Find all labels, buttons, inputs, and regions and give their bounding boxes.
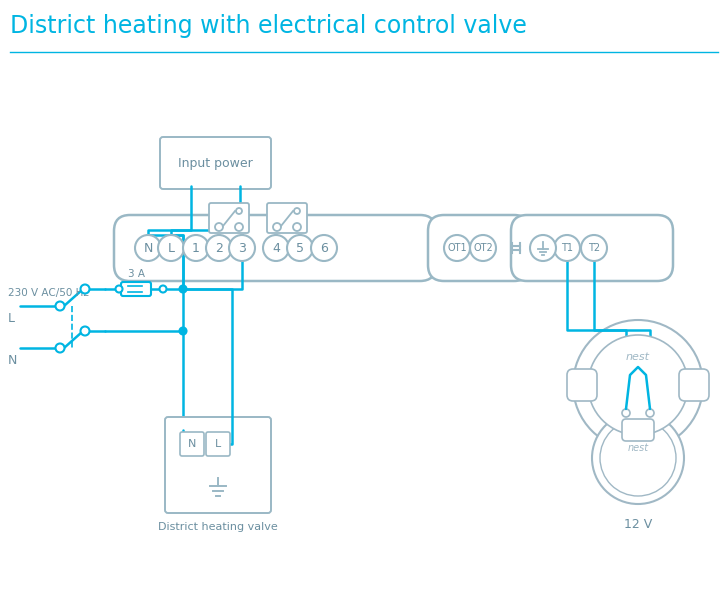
Circle shape (273, 223, 281, 231)
Circle shape (311, 235, 337, 261)
Text: N: N (143, 242, 153, 254)
Text: District heating with electrical control valve: District heating with electrical control… (10, 14, 527, 38)
Circle shape (646, 409, 654, 417)
Circle shape (206, 235, 232, 261)
FancyBboxPatch shape (114, 215, 436, 281)
FancyBboxPatch shape (622, 419, 654, 441)
Text: Input power: Input power (178, 156, 253, 169)
FancyBboxPatch shape (511, 215, 673, 281)
Text: 3 A: 3 A (127, 269, 144, 279)
Circle shape (588, 335, 688, 435)
Text: 230 V AC/50 Hz: 230 V AC/50 Hz (8, 288, 89, 298)
Circle shape (235, 223, 243, 231)
Circle shape (581, 235, 607, 261)
Text: OT2: OT2 (473, 243, 493, 253)
Text: OT1: OT1 (447, 243, 467, 253)
Circle shape (55, 302, 65, 311)
Circle shape (135, 235, 161, 261)
FancyBboxPatch shape (180, 432, 204, 456)
Text: 3: 3 (238, 242, 246, 254)
Circle shape (55, 343, 65, 352)
Text: 12 V: 12 V (624, 518, 652, 531)
Circle shape (215, 223, 223, 231)
Text: 6: 6 (320, 242, 328, 254)
Circle shape (592, 412, 684, 504)
Circle shape (554, 235, 580, 261)
Circle shape (180, 327, 186, 334)
Circle shape (294, 208, 300, 214)
FancyBboxPatch shape (206, 432, 230, 456)
FancyBboxPatch shape (679, 369, 709, 401)
Circle shape (159, 286, 167, 292)
Text: T2: T2 (588, 243, 600, 253)
Circle shape (229, 235, 255, 261)
Text: 1: 1 (192, 242, 200, 254)
Text: District heating valve: District heating valve (158, 522, 278, 532)
Text: T1: T1 (561, 243, 573, 253)
Circle shape (573, 320, 703, 450)
Text: L: L (215, 439, 221, 449)
Text: nest: nest (626, 352, 650, 362)
Circle shape (180, 286, 186, 292)
FancyBboxPatch shape (165, 417, 271, 513)
Circle shape (183, 235, 209, 261)
Circle shape (81, 285, 90, 293)
Text: 4: 4 (272, 242, 280, 254)
Circle shape (622, 409, 630, 417)
Circle shape (600, 420, 676, 496)
Text: nest: nest (628, 443, 649, 453)
Circle shape (444, 235, 470, 261)
FancyBboxPatch shape (428, 215, 530, 281)
Text: 2: 2 (215, 242, 223, 254)
Circle shape (158, 235, 184, 261)
Circle shape (81, 327, 90, 336)
Circle shape (263, 235, 289, 261)
Circle shape (287, 235, 313, 261)
FancyBboxPatch shape (209, 203, 249, 233)
Text: N: N (8, 353, 17, 366)
Text: 5: 5 (296, 242, 304, 254)
Circle shape (530, 235, 556, 261)
FancyBboxPatch shape (160, 137, 271, 189)
FancyBboxPatch shape (121, 282, 151, 296)
Text: L: L (8, 311, 15, 324)
FancyBboxPatch shape (267, 203, 307, 233)
Circle shape (116, 286, 122, 292)
Text: N: N (188, 439, 196, 449)
Text: L: L (167, 242, 175, 254)
Circle shape (470, 235, 496, 261)
FancyBboxPatch shape (567, 369, 597, 401)
Circle shape (236, 208, 242, 214)
Circle shape (293, 223, 301, 231)
